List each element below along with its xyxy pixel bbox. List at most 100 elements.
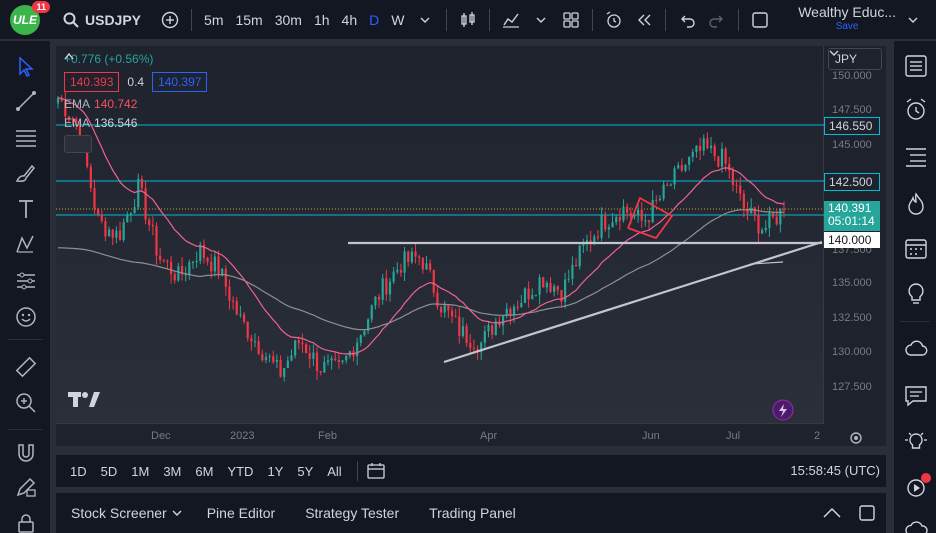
zoom-in-icon[interactable] <box>14 391 38 415</box>
candle-body[interactable] <box>323 361 326 373</box>
candle-body[interactable] <box>86 142 89 167</box>
alert-button[interactable] <box>599 0 629 40</box>
candle-body[interactable] <box>436 292 439 307</box>
candle-body[interactable] <box>501 315 505 326</box>
candle-body[interactable] <box>341 360 344 362</box>
candle-body[interactable] <box>370 305 373 320</box>
candle-body[interactable] <box>782 209 786 211</box>
layout-button[interactable] <box>556 0 586 40</box>
candle-body[interactable] <box>531 294 534 300</box>
candle-body[interactable] <box>137 178 140 208</box>
candle-body[interactable] <box>775 216 778 225</box>
candle-body[interactable] <box>673 168 676 185</box>
candle-body[interactable] <box>505 308 508 316</box>
candle-body[interactable] <box>571 264 574 279</box>
candle-body[interactable] <box>363 330 366 336</box>
candle-body[interactable] <box>447 305 450 311</box>
candle-body[interactable] <box>593 236 596 244</box>
candle-body[interactable] <box>644 220 647 222</box>
candle-body[interactable] <box>100 214 103 222</box>
candle-body[interactable] <box>140 178 144 189</box>
candle-body[interactable] <box>472 347 475 349</box>
candle-body[interactable] <box>319 371 322 373</box>
ruler-icon[interactable] <box>14 355 38 379</box>
candle-body[interactable] <box>688 157 691 165</box>
candle-body[interactable] <box>315 352 319 372</box>
range-5d[interactable]: 5D <box>100 463 118 479</box>
candle-body[interactable] <box>574 264 578 267</box>
candle-body[interactable] <box>647 220 651 223</box>
candle-body[interactable] <box>177 266 180 281</box>
candle-body[interactable] <box>374 296 377 306</box>
candle-body[interactable] <box>450 310 454 317</box>
account-layout[interactable]: Wealthy Educ... Save <box>798 4 896 32</box>
candle-body[interactable] <box>272 356 275 362</box>
flash-icon[interactable] <box>772 399 794 421</box>
candle-body[interactable] <box>578 245 581 267</box>
candle-body[interactable] <box>655 199 658 201</box>
candle-body[interactable] <box>206 257 209 262</box>
candle-body[interactable] <box>491 325 494 335</box>
candle-body[interactable] <box>297 340 300 343</box>
compare-button[interactable] <box>155 0 185 40</box>
candle-body[interactable] <box>97 208 100 215</box>
flag-pattern[interactable] <box>627 196 674 240</box>
candle-body[interactable] <box>159 255 162 260</box>
candle-body[interactable] <box>545 282 548 288</box>
candle-body[interactable] <box>509 308 512 316</box>
sell-price-button[interactable]: 140.393 <box>64 72 120 92</box>
interval-15m[interactable]: 15m <box>235 11 263 28</box>
chat-icon[interactable] <box>903 383 929 409</box>
candle-body[interactable] <box>71 118 74 120</box>
candle-body[interactable] <box>582 243 585 246</box>
candle-body[interactable] <box>221 268 224 276</box>
candle-body[interactable] <box>622 206 625 221</box>
candle-body[interactable] <box>60 97 63 102</box>
candle-body[interactable] <box>330 358 333 361</box>
candle-body[interactable] <box>388 281 392 295</box>
candle-body[interactable] <box>122 222 125 240</box>
candle-body[interactable] <box>301 342 304 345</box>
layout-dropdown[interactable] <box>904 11 922 32</box>
object-tree-icon[interactable] <box>903 143 929 169</box>
range-3m[interactable]: 3M <box>163 463 182 479</box>
candle-body[interactable] <box>191 262 195 264</box>
candle-body[interactable] <box>107 229 111 237</box>
candle-body[interactable] <box>151 224 154 227</box>
candle-body[interactable] <box>633 215 636 217</box>
candle-body[interactable] <box>410 251 413 263</box>
ema-slow-line[interactable] <box>58 209 785 331</box>
candle-body[interactable] <box>246 321 249 339</box>
candle-body[interactable] <box>698 145 702 151</box>
tab-stock-screener[interactable]: Stock Screener <box>71 505 167 521</box>
calendar-goto-icon[interactable] <box>366 462 386 480</box>
candle-body[interactable] <box>611 222 614 228</box>
candle-body[interactable] <box>78 122 81 143</box>
candle-body[interactable] <box>184 274 187 276</box>
hotlist-flame-icon[interactable] <box>903 191 929 217</box>
range-1m[interactable]: 1M <box>131 463 150 479</box>
notification-badge[interactable]: 11 <box>32 0 50 13</box>
candle-body[interactable] <box>93 188 96 209</box>
candle-body[interactable] <box>367 319 370 331</box>
candle-body[interactable] <box>549 282 552 292</box>
candle-body[interactable] <box>724 148 727 164</box>
candle-body[interactable] <box>210 261 213 272</box>
candle-body[interactable] <box>596 236 600 238</box>
candle-body[interactable] <box>626 206 629 213</box>
candle-body[interactable] <box>695 145 698 152</box>
candle-body[interactable] <box>155 226 158 256</box>
chart-pane[interactable]: +0.776 (+0.56%) 140.393 0.4 140.397 EMA 1… <box>56 46 886 446</box>
candle-body[interactable] <box>129 213 133 216</box>
candle-body[interactable] <box>264 357 268 361</box>
range-1d[interactable]: 1D <box>70 463 87 479</box>
forecast-icon[interactable] <box>14 269 38 293</box>
candle-body[interactable] <box>480 342 483 353</box>
candle-body[interactable] <box>421 257 424 270</box>
candle-body[interactable] <box>651 199 654 223</box>
candle-body[interactable] <box>381 278 384 300</box>
candle-body[interactable] <box>403 251 406 273</box>
candle-body[interactable] <box>640 209 643 221</box>
candle-body[interactable] <box>385 278 388 295</box>
candle-body[interactable] <box>64 101 67 117</box>
